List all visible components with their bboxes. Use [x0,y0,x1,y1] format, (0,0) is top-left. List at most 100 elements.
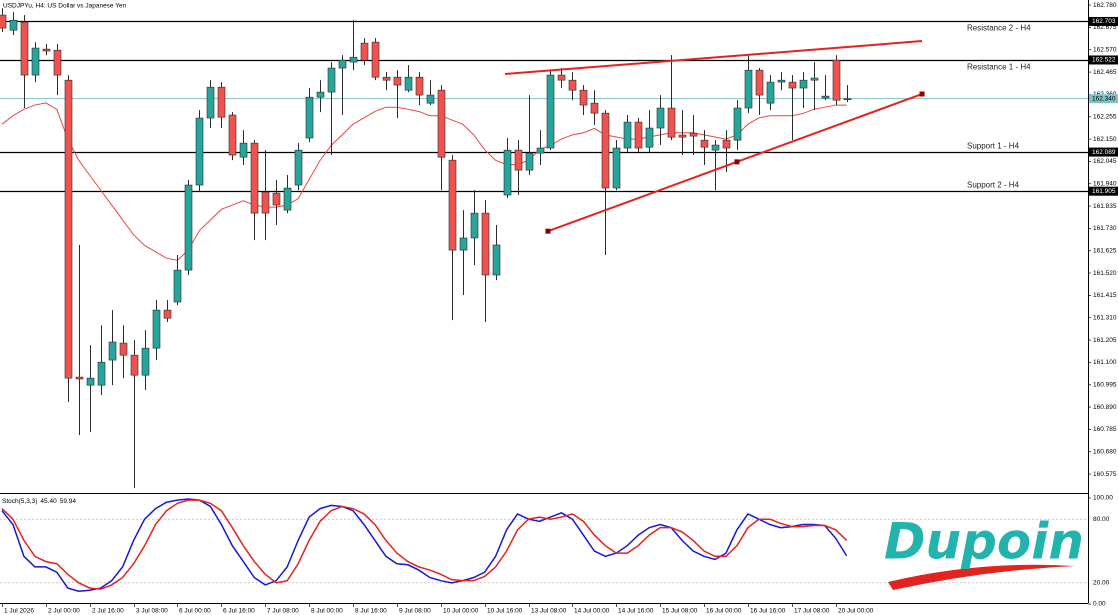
candle-body [206,86,215,119]
candle-body [130,354,139,376]
candle-body [711,144,720,151]
main-panel [0,8,1088,489]
trend-marker [545,228,551,234]
candle-body [525,152,534,171]
candle-body [645,127,654,148]
x-tick-label: 2 Jul 00:00 [48,608,80,615]
candle-body [481,212,490,276]
candle-body [349,56,358,63]
candle-body [141,347,150,376]
candle-body [579,89,588,106]
x-tick-label: 7 Jul 08:00 [267,608,299,615]
candle-body [305,96,314,139]
candle-body [217,86,226,118]
candle-body [623,121,632,149]
candle-body [612,147,621,189]
candle-body [382,76,391,81]
y-tick-label: 162.150 [1093,136,1117,143]
y-tick-label: 162.045 [1093,158,1117,165]
candle-body [656,107,665,129]
candle-body [459,237,468,251]
y-tick-label: 162.465 [1093,69,1117,76]
x-tick-label: 14 Jul 16:00 [618,608,654,615]
x-tick-label: 15 Jul 08:00 [662,608,698,615]
candle-body [448,159,457,251]
y-tick-label: 162.675 [1093,24,1117,31]
y-tick-label: 161.940 [1093,180,1117,187]
x-tick-label: 6 Jul 00:00 [179,608,211,615]
candle-body [821,95,830,99]
x-tick-label: 9 Jul 08:00 [399,608,431,615]
x-tick-label: 10 Jul 16:00 [487,608,523,615]
candle-body [97,361,106,386]
logo-swoosh [888,564,1075,590]
candle-body [415,76,424,96]
candle-body [228,114,237,156]
y-tick-label: 161.415 [1093,292,1117,299]
x-tick-label: 16 Jul 00:00 [706,608,742,615]
candle-body [184,184,193,271]
level-price-box [1089,186,1118,196]
trend-line [504,40,923,76]
stoch-title-part: 59.94 [60,498,77,505]
level-price-box [1089,147,1118,157]
candle-body [250,142,259,214]
y-tick-label: 160.890 [1093,404,1117,411]
candle-body [492,244,501,276]
candle-body [272,192,281,206]
y-tick-label: 80.00 [1093,516,1110,523]
candle-body [755,69,764,96]
y-tick-label: 162.780 [1093,2,1117,9]
candle-body [733,107,742,141]
level-label: Support 1 - H4 [967,142,1020,151]
level-label: Resistance 1 - H4 [967,63,1031,72]
level-price-box [1089,55,1118,65]
level-price-label: 161.905 [1092,188,1116,195]
candle-body [108,341,117,361]
candle-body [514,149,523,171]
stoch-title: Stoch(5,3,3) 45.40 59.94 [2,498,76,505]
candle-body [536,147,545,154]
candle-body [64,79,73,379]
candle-body [832,59,841,101]
candle-body [327,67,336,93]
y-tick-label: 100.00 [1093,495,1113,502]
x-tick-label: 2 Jul 16:00 [92,608,124,615]
candle-body [590,102,599,114]
x-tick-label: 13 Jul 08:00 [531,608,567,615]
trend-marker [734,159,740,165]
candle-body [371,41,380,78]
x-tick-label: 6 Jul 16:00 [223,608,255,615]
candle-body [601,112,610,189]
x-tick-label: 10 Jul 00:00 [443,608,479,615]
x-tick-label: 1 Jul 2026 [4,608,34,615]
candle-body [766,81,775,104]
x-tick-label: 20 Jul 00:00 [838,608,874,615]
level-price-label: 162.089 [1092,149,1116,156]
stoch-title-part: Stoch(5,3,3) [2,498,37,505]
x-tick-label: 17 Jul 08:00 [794,608,830,615]
candle-body [31,47,40,76]
y-tick-label: 162.570 [1093,46,1117,53]
candle-body [163,309,172,319]
candle-body [294,149,303,186]
candle-body [53,49,62,76]
candle-body [316,91,325,98]
candle-body [568,79,577,91]
candle-body [470,212,479,239]
candle-body [9,19,18,31]
candle-body [261,191,270,214]
y-tick-label: 161.625 [1093,247,1117,254]
chart-title: USDJPYu, H4: US Dollar vs Japanese Yen [3,3,127,10]
candle-body [195,117,204,186]
candle-body [75,376,84,380]
logo: Dupoin [884,513,1084,571]
y-tick-label: 162.255 [1093,113,1117,120]
current-price-label: 162.340 [1092,95,1116,102]
current-price-box [1089,94,1118,104]
y-tick-label: 160.995 [1093,381,1117,388]
candle-body [503,149,512,196]
y-tick-label: 160.785 [1093,426,1117,433]
